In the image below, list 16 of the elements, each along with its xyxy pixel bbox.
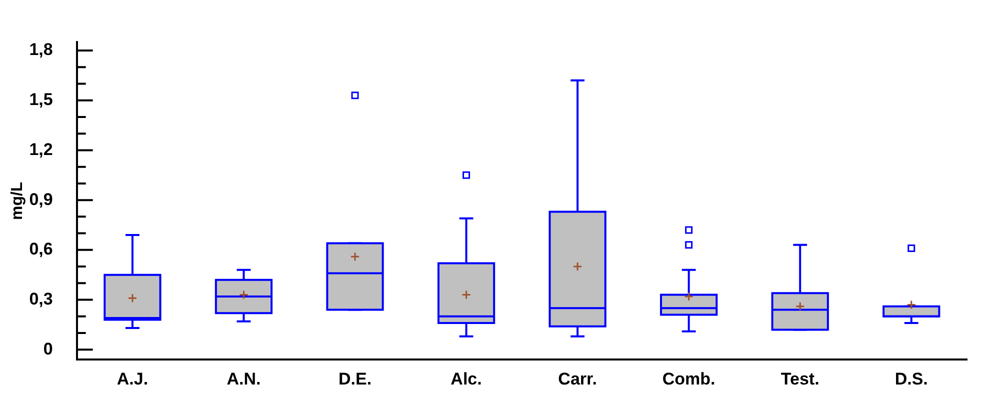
x-tick-label: A.J. <box>116 369 148 388</box>
y-tick-label: 0 <box>43 339 53 358</box>
x-tick-label: Carr. <box>558 369 597 388</box>
x-tick-label: D.S. <box>894 369 928 388</box>
y-axis-title: mg/L <box>9 182 26 220</box>
y-tick-label: 0,9 <box>29 190 53 209</box>
y-tick-label: 1,5 <box>29 90 53 110</box>
x-tick-label: D.E. <box>338 369 372 388</box>
x-tick-label: Test. <box>780 369 820 388</box>
y-tick-label: 1,2 <box>29 140 53 159</box>
y-tick-label: 0,3 <box>29 289 53 308</box>
y-tick-label: 1,8 <box>29 40 53 60</box>
x-tick-label: Comb. <box>662 369 716 388</box>
x-tick-label: A.N. <box>226 369 261 388</box>
y-tick-label: 0,6 <box>29 240 53 259</box>
x-tick-label: Alc. <box>450 369 482 388</box>
